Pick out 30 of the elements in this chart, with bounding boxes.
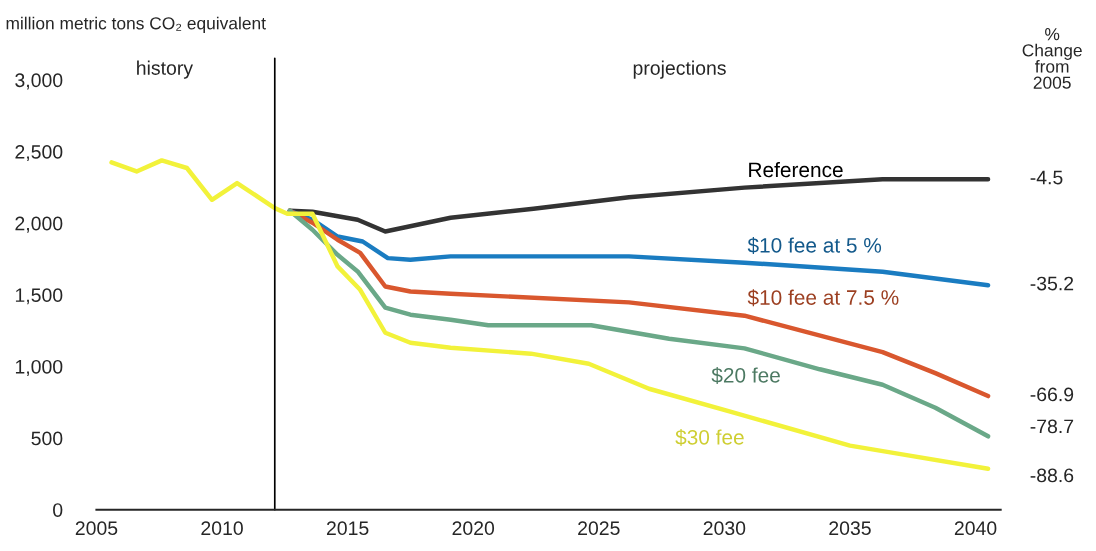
series-label: $30 fee bbox=[675, 429, 744, 446]
text: -66.9 bbox=[1030, 387, 1074, 402]
x-tick-label: 2005 bbox=[75, 521, 118, 536]
x-tick-label: 2015 bbox=[326, 521, 369, 536]
x-tick-label: 2030 bbox=[703, 521, 746, 536]
y-tick-label: 0 bbox=[53, 503, 63, 517]
text: -4.5 bbox=[1030, 170, 1063, 185]
text: -88.6 bbox=[1030, 468, 1074, 483]
line-series bbox=[109, 158, 991, 471]
text: history bbox=[137, 60, 193, 79]
y-tick-label: 1,500 bbox=[15, 288, 63, 305]
y-tick-label: 500 bbox=[31, 431, 63, 446]
x-tick-label: 2010 bbox=[201, 521, 243, 536]
y-axis-title: million metric tons CO₂ equivalent bbox=[6, 16, 266, 33]
text: projections bbox=[633, 60, 726, 79]
x-tick-label: 2020 bbox=[452, 521, 495, 536]
series-label: Reference bbox=[749, 162, 843, 178]
text: -78.7 bbox=[1030, 419, 1074, 434]
y-tick-label: 1,000 bbox=[15, 359, 63, 376]
x-tick-label: 2035 bbox=[829, 521, 871, 536]
y-tick-label: 2,000 bbox=[15, 216, 63, 233]
x-tick-label: 2025 bbox=[578, 521, 620, 536]
series-label: $20 fee bbox=[711, 367, 780, 384]
series-label: $10 fee at 7.5 % bbox=[747, 289, 899, 307]
x-tick-label: 2040 bbox=[954, 521, 997, 536]
y-tick-label: 2,500 bbox=[15, 144, 63, 162]
text: -35.2 bbox=[1030, 276, 1074, 291]
text: % Change from 2005 bbox=[1022, 28, 1082, 89]
series-label: $10 fee at 5 % bbox=[747, 237, 882, 254]
y-tick-label: 3,000 bbox=[15, 73, 63, 90]
